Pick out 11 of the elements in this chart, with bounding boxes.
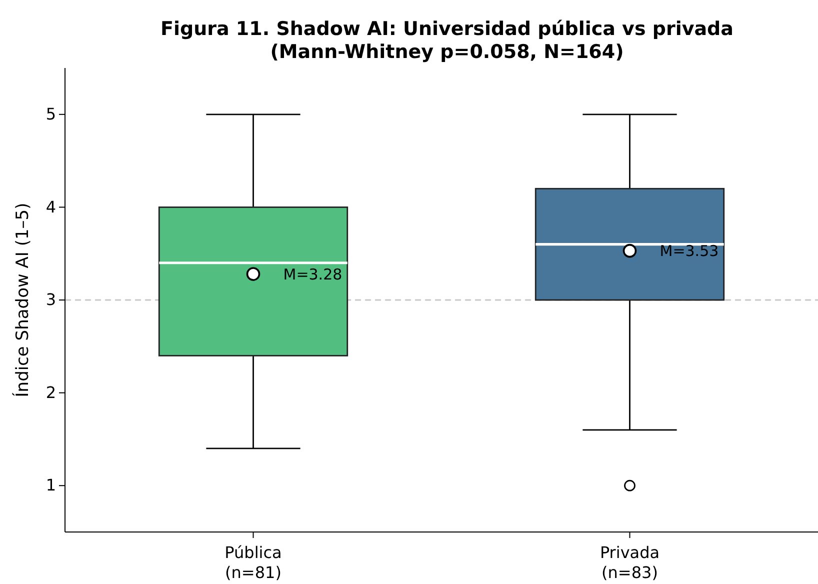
y-axis-title: Índice Shadow AI (1–5): [12, 202, 33, 398]
y-tick-label: 1: [46, 476, 56, 495]
x-tick-label: Privada (n=83): [600, 543, 660, 582]
y-tick-label: 5: [46, 104, 56, 124]
y-tick-label: 3: [46, 290, 56, 310]
chart-title: Figura 11. Shadow AI: Universidad pública vs privada (Mann-Whitney p=0.058, N=164): [160, 18, 734, 63]
annotation: M=3.53: [660, 242, 719, 260]
x-tick-label: Pública (n=81): [224, 543, 282, 582]
y-tick-label: 4: [46, 197, 56, 216]
y-tick-label: 2: [46, 382, 56, 402]
annotation: M=3.28: [283, 265, 342, 284]
